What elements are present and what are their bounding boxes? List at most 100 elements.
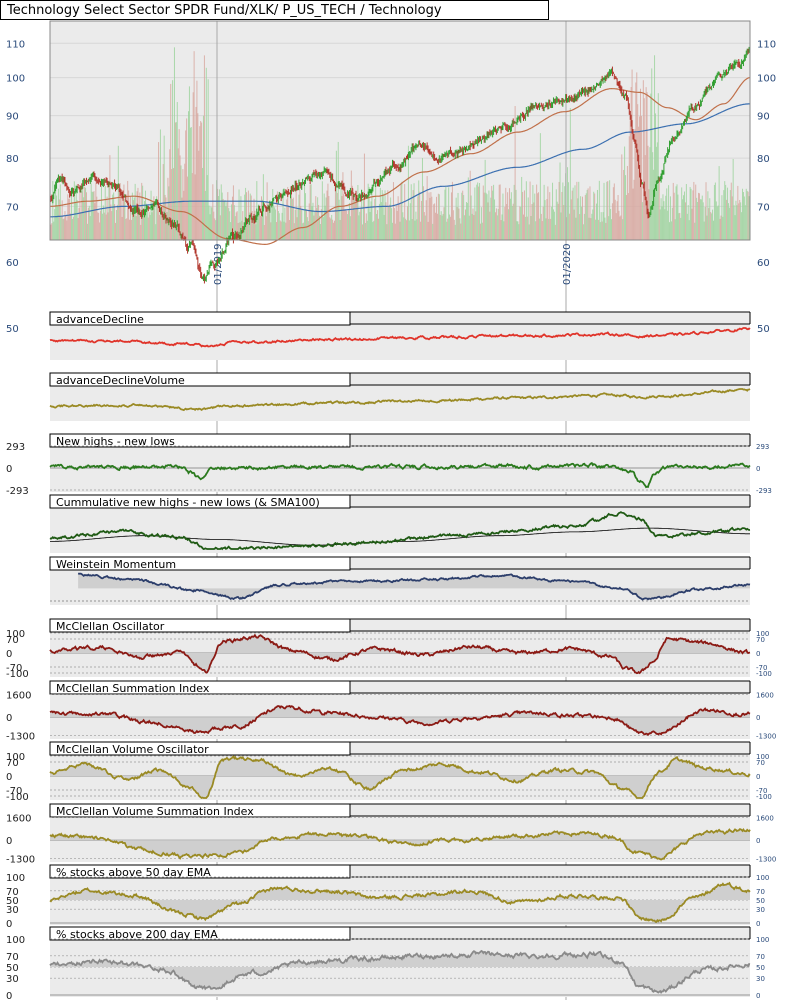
series-line (49, 755, 751, 800)
volume-bar (208, 205, 210, 240)
volume-bar (709, 198, 711, 240)
volume-bar (588, 217, 590, 240)
volume-bar (275, 222, 277, 240)
volume-bar (696, 197, 698, 240)
volume-bar (175, 122, 177, 240)
volume-bar (514, 106, 516, 240)
panel-title-box (49, 372, 351, 387)
volume-bar (731, 196, 733, 240)
volume-bar (159, 129, 161, 240)
volume-bar (181, 197, 183, 240)
volume-bar (550, 218, 552, 240)
volume-bar (130, 219, 132, 240)
series-line (49, 949, 751, 995)
volume-bar (737, 185, 739, 240)
volume-bar (217, 188, 219, 240)
volume-bar (129, 219, 131, 240)
volume-bar (140, 224, 142, 240)
volume-bar (90, 183, 92, 240)
series-line (49, 461, 751, 489)
volume-bar (406, 206, 408, 240)
volume-bar (747, 191, 749, 240)
volume-bar (330, 218, 332, 240)
volume-bar (447, 218, 449, 240)
volume-bar (486, 194, 488, 240)
volume-bar (329, 217, 331, 240)
volume-bar (458, 208, 460, 240)
volume-bar (118, 183, 120, 240)
volume-bar (370, 201, 372, 240)
volume-bar (308, 203, 310, 240)
volume-bar (377, 218, 379, 240)
volume-bar (526, 216, 528, 240)
volume-bar (196, 80, 198, 241)
volume-bar (120, 192, 122, 240)
volume-bar (426, 176, 428, 240)
volume-bar (235, 212, 237, 240)
series-line (49, 327, 751, 348)
volume-bar (429, 197, 431, 240)
panel-y-tick-right: -70 (756, 787, 767, 795)
panel-title-box (49, 433, 351, 448)
volume-bar (126, 218, 128, 240)
volume-bar (188, 111, 190, 240)
volume-bar (577, 198, 579, 240)
volume-bar (650, 93, 652, 240)
volume-bar (299, 189, 301, 240)
price-y-tick-right: 90 (757, 112, 770, 123)
volume-bar (401, 181, 403, 240)
volume-bar (252, 215, 254, 240)
volume-bar (718, 166, 720, 240)
volume-bar (354, 194, 356, 240)
panel-fill (50, 756, 750, 798)
volume-bar (284, 207, 286, 240)
volume-bar (282, 189, 284, 240)
panel-y-tick-right: 100 (756, 874, 769, 882)
volume-bar (348, 210, 350, 240)
volume-bar (117, 145, 119, 240)
volume-bar (472, 208, 474, 240)
volume-bar (203, 55, 205, 240)
volume-bar (617, 195, 619, 240)
volume-bar (328, 196, 330, 240)
volume-bar (222, 198, 224, 240)
volume-bar (115, 209, 117, 240)
volume-bar (372, 222, 374, 240)
volume-bar (538, 192, 540, 240)
volume-bar (254, 210, 256, 240)
volume-bar (561, 192, 563, 240)
volume-bar (708, 208, 710, 240)
volume-bar (738, 203, 740, 240)
series-line (49, 511, 751, 551)
volume-bar (422, 186, 424, 240)
price-y-tick-left: 90 (6, 112, 19, 123)
volume-bar (357, 185, 359, 240)
volume-bar (745, 188, 747, 240)
volume-bar (492, 190, 494, 240)
volume-bar (121, 216, 123, 240)
volume-bar (567, 167, 569, 240)
volume-bar (393, 208, 395, 240)
volume-bar (73, 181, 75, 240)
volume-bar (278, 213, 280, 240)
volume-bar (676, 184, 678, 240)
volume-bar (743, 196, 745, 240)
volume-bar (251, 211, 253, 240)
volume-bar (625, 175, 627, 240)
volume-bar (442, 213, 444, 240)
volume-bar (379, 187, 381, 240)
volume-bar (448, 187, 450, 240)
volume-bar (727, 203, 729, 240)
panel-y-tick-right: 70 (756, 759, 765, 767)
volume-bar (746, 190, 748, 240)
volume-bar (544, 200, 546, 240)
volume-bar (638, 126, 640, 240)
volume-bar (295, 181, 297, 240)
volume-bar (524, 216, 526, 240)
volume-bar (491, 185, 493, 240)
volume-bar (488, 190, 490, 240)
volume-bar (663, 201, 665, 240)
volume-bar (353, 196, 355, 240)
volume-bar (376, 213, 378, 240)
volume-bar (351, 185, 353, 240)
